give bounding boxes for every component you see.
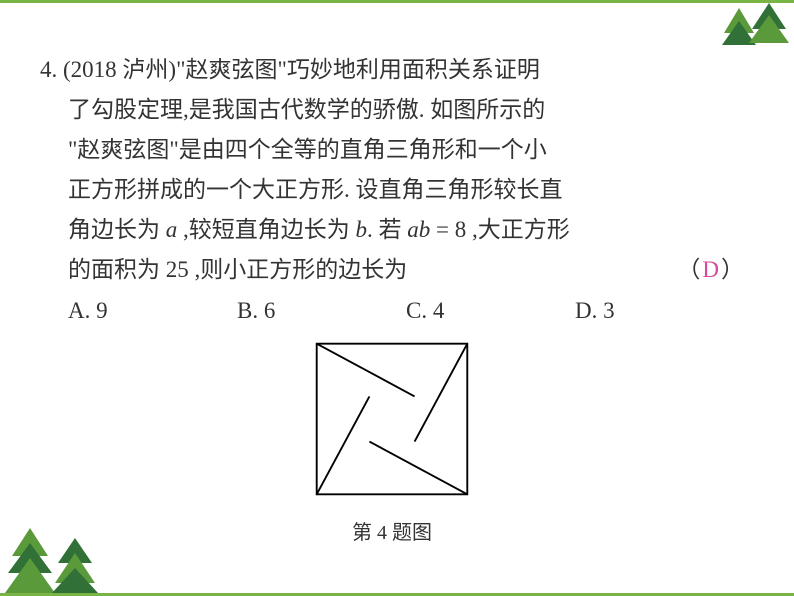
figure-caption: 第 4 题图	[40, 516, 744, 545]
line5-mid2: . 若	[367, 217, 407, 242]
var-a: a	[166, 217, 178, 242]
hyp-line-3	[369, 442, 467, 495]
question-body: 4. (2018 泸州)"赵爽弦图"巧妙地利用面积关系证明 了勾股定理,是我国古…	[40, 50, 744, 290]
var-b: b	[356, 217, 368, 242]
option-d: D. 3	[575, 298, 744, 324]
hyp-line-1	[317, 344, 415, 397]
zhaoshuang-diagram	[312, 339, 472, 499]
paren-right: ）	[721, 257, 744, 282]
answer-letter: D	[700, 257, 721, 282]
text-line-3: "赵爽弦图"是由四个全等的直角三角形和一个小	[40, 130, 744, 170]
line5-mid1: ,较短直角边长为	[177, 217, 355, 242]
option-c: C. 4	[406, 298, 575, 324]
line5-pre: 角边长为	[68, 217, 166, 242]
option-b: B. 6	[237, 298, 406, 324]
text-line-4: 正方形拼成的一个大正方形. 设直角三角形较长直	[40, 170, 744, 210]
hyp-line-2	[415, 344, 468, 442]
question-content: 4. (2018 泸州)"赵爽弦图"巧妙地利用面积关系证明 了勾股定理,是我国古…	[40, 50, 744, 545]
answer-paren: （D）	[677, 250, 744, 290]
text-line-6: 的面积为 25 ,则小正方形的边长为 （D）	[40, 250, 744, 290]
figure-area: 第 4 题图	[40, 339, 744, 545]
option-a: A. 9	[68, 298, 237, 324]
line6-text: 的面积为 25 ,则小正方形的边长为	[68, 250, 677, 290]
top-border	[0, 0, 794, 3]
text-line-5: 角边长为 a ,较短直角边长为 b. 若 ab = 8 ,大正方形	[40, 210, 744, 250]
options-row: A. 9 B. 6 C. 4 D. 3	[40, 298, 744, 324]
line5-end: = 8 ,大正方形	[430, 217, 569, 242]
paren-left: （	[677, 257, 700, 282]
outer-square	[317, 344, 468, 495]
text-line-2: 了勾股定理,是我国古代数学的骄傲. 如图所示的	[40, 90, 744, 130]
hyp-line-4	[317, 396, 370, 494]
var-ab: ab	[407, 217, 430, 242]
text-line-1: 4. (2018 泸州)"赵爽弦图"巧妙地利用面积关系证明	[40, 50, 744, 90]
